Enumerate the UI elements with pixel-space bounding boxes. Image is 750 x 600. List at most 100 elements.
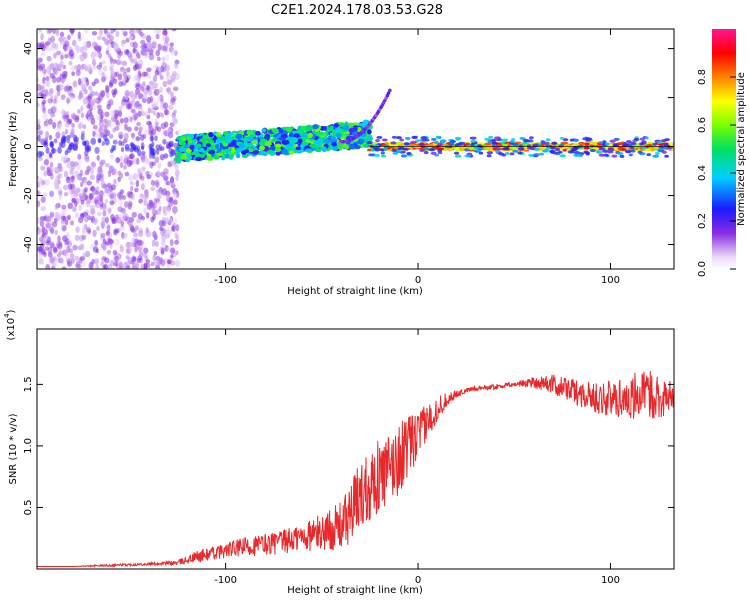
spectrogram-cell [391, 149, 398, 153]
spectrogram-cell [415, 139, 421, 143]
spectrogram-cell [291, 137, 299, 143]
spectrogram-cell [512, 149, 519, 153]
spectrogram-cell [69, 253, 75, 259]
spectrogram-cell [69, 132, 75, 139]
spectrogram-cell [139, 84, 143, 90]
spectrogram-cell [166, 79, 173, 85]
spectrogram-cell [500, 141, 507, 145]
spectrogram-cell [98, 125, 103, 134]
spectrogram-cell [174, 169, 180, 177]
spectrogram-cell [47, 37, 52, 45]
spectrogram-cell [152, 83, 158, 89]
spectrogram-cell [234, 150, 241, 154]
snr-marks [37, 370, 674, 569]
spectrogram-cell [169, 152, 174, 158]
spectrogram-cell [92, 124, 98, 130]
spectrogram-cell [120, 29, 127, 33]
spectrogram-cell [156, 88, 161, 95]
spectrogram-cell [47, 91, 53, 97]
spectrogram-cell [119, 224, 125, 232]
snr-multiplier: (x104) [3, 309, 17, 340]
spectrogram-cell [104, 29, 108, 35]
spectrogram-cell [149, 134, 154, 142]
spectrogram-cell [150, 108, 154, 114]
spectrogram-cell [172, 70, 177, 77]
spectrogram-cell [652, 154, 660, 158]
spectrogram-cell [60, 155, 66, 163]
spectrogram-cell [437, 143, 443, 147]
spectrogram-cell [125, 242, 131, 249]
spectrogram-cell [148, 123, 153, 131]
colorbar-label: Normalized spectral amplitude [736, 72, 747, 226]
spectrogram-cell [511, 138, 516, 142]
spectrogram-cell [151, 231, 158, 238]
spectrogram-cell [215, 132, 221, 138]
spectrogram-cell [118, 131, 124, 139]
spectrogram-cell [129, 194, 136, 201]
spectrogram-cell [70, 220, 74, 226]
spectrogram-cell [97, 104, 102, 111]
spectrogram-cell [162, 138, 167, 145]
spectrogram-cell [157, 43, 162, 51]
spectrogram-cell [52, 221, 58, 228]
spectrogram-cell [91, 188, 97, 196]
spectrogram-cell [664, 154, 669, 158]
spectrogram-cell [120, 41, 125, 48]
spectrogram-cell [545, 138, 551, 142]
spectrogram-cell [215, 138, 222, 144]
spectrogram-cell [639, 137, 645, 141]
spectrogram-cell [449, 139, 457, 143]
spectrogram-cell [84, 187, 88, 193]
spectrogram-cell [37, 200, 41, 207]
spectrogram-cell [611, 154, 618, 158]
spectrogram-cell [166, 180, 171, 186]
spectrogram-cell [413, 135, 418, 139]
spectrogram-cell [61, 204, 67, 210]
spectrogram-cell [384, 144, 389, 148]
spectrogram-cell [173, 109, 177, 115]
spectrogram-cell [399, 143, 404, 147]
spectrogram-cell [124, 154, 128, 161]
spectrogram-cell [288, 132, 294, 138]
spectrogram-cell [178, 146, 186, 153]
spectrogram-cell [54, 29, 60, 35]
spectrogram-cell [54, 69, 59, 76]
spectrogram-cell [528, 136, 534, 140]
spectrogram-cell [130, 108, 136, 114]
spectrogram-cell [77, 77, 82, 86]
spectrogram-cell [533, 153, 540, 157]
spectrogram-cell [101, 60, 106, 65]
spectrogram-cell [246, 142, 254, 148]
spectrogram-cell [116, 156, 120, 164]
spectrogram-cell [187, 154, 193, 161]
spectrogram-cell [78, 216, 84, 223]
spectrogram-cell [82, 227, 86, 235]
spectrogram-cell [142, 252, 148, 259]
spectrogram-cell [133, 92, 138, 99]
spectrogram-cell [152, 74, 158, 83]
spectrogram-cell [72, 114, 78, 120]
spectrogram-cell [137, 168, 142, 173]
spectrogram-cell [112, 168, 118, 175]
spectrogram-cell [115, 59, 121, 66]
spectrogram-cell [77, 165, 81, 171]
spectrogram-cell [132, 262, 137, 269]
spectrogram-cell [395, 136, 402, 140]
spectrogram-cell [255, 130, 261, 136]
spectrogram-cell [44, 234, 49, 240]
spectrogram-cell [297, 138, 303, 144]
spectrogram-cell [502, 143, 508, 147]
spectrogram-cell [517, 151, 523, 155]
spectrogram-cell [125, 103, 131, 110]
spectrogram-cell [155, 121, 159, 127]
spectrogram-cell [589, 149, 596, 153]
spectrogram-cell [174, 259, 180, 267]
spectrogram-cell [148, 152, 153, 159]
spectrogram-cell [589, 144, 595, 148]
spectrogram-cell [80, 199, 85, 205]
spectrogram-cell [127, 174, 134, 182]
spectrogram-cell [347, 122, 355, 128]
spectrogram-cell [495, 149, 500, 153]
spectrogram-cell [222, 131, 229, 136]
spectrogram-cell [278, 128, 284, 134]
